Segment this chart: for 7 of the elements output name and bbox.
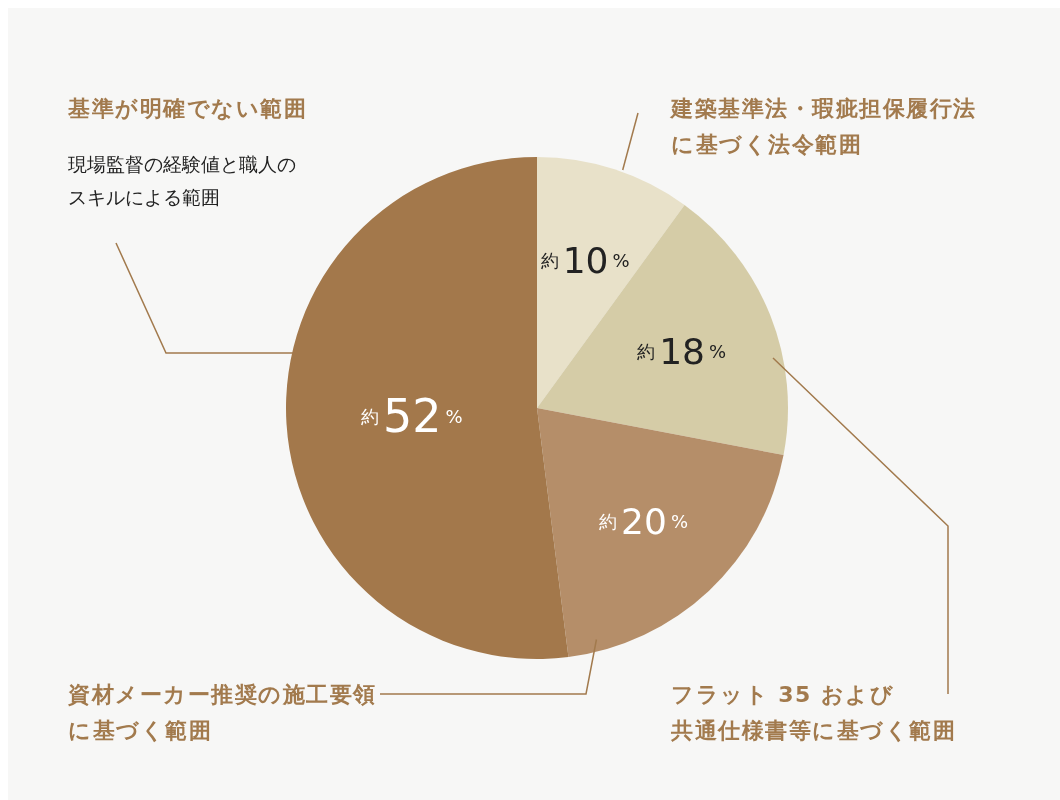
pie-slice	[537, 204, 788, 456]
slice-label: 建築基準法・瑕疵担保履行法に基づく法令範囲	[669, 96, 977, 157]
slice-label: フラット 35 および共通仕様書等に基づく範囲	[670, 682, 956, 743]
slice-label: 基準が明確でない範囲	[67, 96, 307, 121]
pie-slice	[537, 408, 784, 658]
slice-label: 資材メーカー推奨の施工要領に基づく範囲	[67, 682, 377, 743]
text: 現場監督の経験値と職人のスキルによる範囲	[68, 153, 296, 208]
